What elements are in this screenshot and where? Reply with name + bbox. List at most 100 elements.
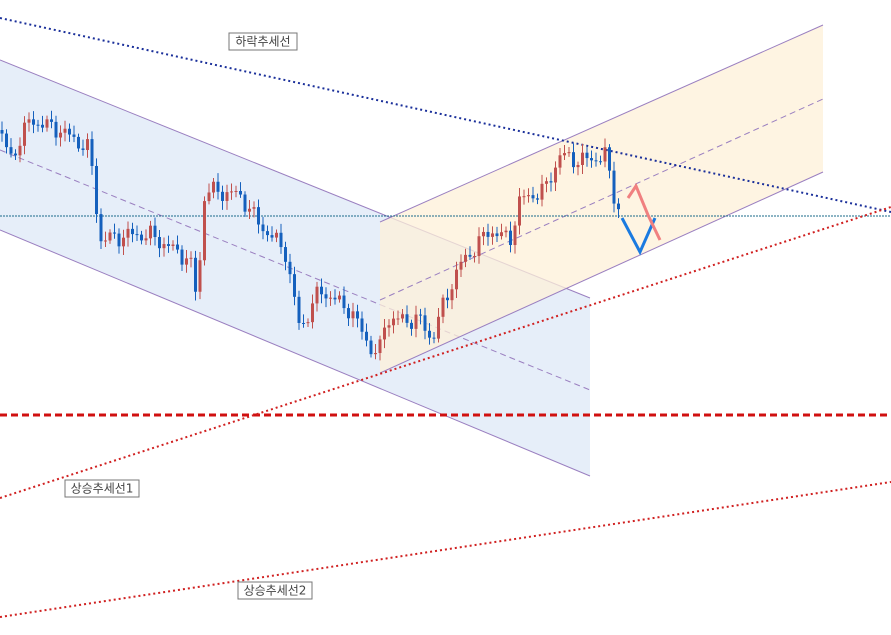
candle-part: [104, 240, 107, 242]
candle-part: [203, 201, 206, 261]
channel-mid: [379, 98, 824, 301]
candle-part: [126, 228, 130, 238]
candle-part: [509, 230, 512, 246]
candle-part: [342, 295, 346, 309]
candle-part: [261, 224, 265, 232]
candle-part: [446, 297, 449, 301]
candle-part: [558, 155, 562, 168]
candle-part: [410, 322, 413, 329]
candle-part: [396, 318, 400, 320]
candle-part: [18, 145, 22, 156]
candle-part: [459, 261, 463, 270]
candle-part: [405, 314, 409, 323]
candle-part: [603, 147, 607, 162]
candle-part: [5, 133, 8, 148]
candle-part: [14, 153, 17, 156]
candle-part: [23, 122, 26, 146]
candle-part: [320, 286, 323, 295]
candle-part: [513, 225, 517, 246]
candle-part: [144, 238, 148, 241]
candle-part: [567, 152, 571, 154]
candle-part: [594, 160, 598, 162]
candle-part: [387, 325, 391, 328]
label-box: [228, 32, 298, 51]
candle-part: [86, 139, 89, 151]
candle-part: [572, 152, 575, 168]
candle-part: [252, 207, 256, 209]
candle-part: [414, 314, 418, 329]
candle-part: [545, 181, 548, 184]
candle-part: [288, 261, 292, 275]
candle-part: [527, 195, 530, 197]
candle-part: [495, 233, 499, 237]
candle-part: [68, 128, 71, 135]
candle-part: [81, 148, 85, 151]
candle-part: [77, 136, 80, 149]
downtrend-label: 하락추세선: [235, 35, 290, 49]
candle-part: [608, 147, 611, 171]
candle-part: [225, 192, 229, 201]
candle-part: [338, 295, 341, 300]
candle-part: [207, 192, 211, 202]
candle-part: [122, 237, 125, 247]
candle-part: [450, 289, 454, 301]
candle-part: [50, 119, 53, 122]
candle-part: [455, 269, 458, 290]
candle-part: [153, 225, 157, 238]
candle-part: [531, 195, 535, 199]
downtrend-line: [0, 17, 891, 213]
uptrend2-label: 상승추세선2: [244, 584, 307, 598]
candle-part: [293, 274, 296, 297]
candle-part: [63, 128, 67, 133]
candle-part: [554, 167, 557, 183]
forecast-arrow-down: [620, 217, 657, 256]
candle-part: [329, 297, 332, 299]
candle-part: [72, 134, 76, 137]
candle-part: [302, 322, 305, 324]
uptrend1-label: 상승추세선1: [71, 482, 134, 496]
candle-part: [423, 315, 427, 331]
candle-part: [540, 183, 544, 200]
candle-part: [549, 181, 553, 183]
candle-part: [576, 165, 580, 168]
candle-part: [468, 254, 472, 257]
candle-part: [464, 254, 467, 262]
channel-bottom: [379, 171, 824, 374]
candles: [0, 110, 620, 361]
candle-part: [356, 311, 359, 319]
candle-part: [95, 165, 98, 215]
candle-part: [351, 311, 355, 319]
candle-part: [194, 257, 197, 292]
candle-part: [140, 234, 143, 241]
candle-part: [54, 121, 58, 138]
candle-part: [270, 235, 274, 238]
candle-part: [0, 130, 4, 134]
channel-bottom: [0, 229, 591, 477]
candle-part: [45, 119, 49, 128]
candle-part: [27, 119, 31, 123]
candle-part: [518, 196, 521, 226]
candle-part: [369, 340, 373, 355]
candle-part: [306, 322, 310, 324]
candle-part: [590, 158, 593, 161]
candle-part: [392, 318, 395, 326]
forecast-arrow-up: [626, 182, 662, 241]
candle-part: [383, 327, 386, 340]
candle-part: [284, 247, 287, 262]
channel-mid: [0, 149, 591, 391]
uptrend-line-1: [0, 206, 891, 499]
candle-part: [491, 233, 494, 237]
candle-part: [117, 233, 121, 247]
candle-part: [131, 228, 134, 235]
candle-part: [428, 330, 431, 338]
candle-part: [189, 257, 193, 259]
candle-part: [171, 244, 175, 246]
candle-part: [266, 231, 269, 236]
candle-part: [248, 208, 251, 212]
candle-part: [279, 232, 283, 248]
candle-part: [311, 303, 314, 323]
candle-part: [216, 181, 220, 192]
candle-part: [581, 152, 584, 166]
candle-part: [482, 231, 485, 237]
